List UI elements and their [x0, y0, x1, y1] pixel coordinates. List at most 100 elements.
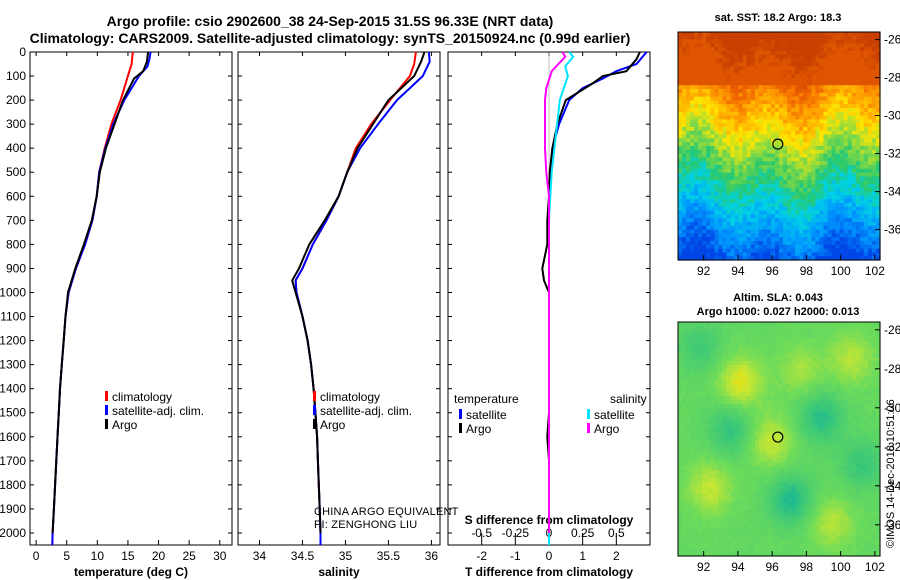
argo-float-marker [772, 431, 784, 443]
top-x-tick-label: 0.5 [608, 526, 625, 540]
top-x-tick-label: 0.25 [571, 526, 595, 540]
depth-tick-label: 1300 [0, 358, 26, 372]
map-y-tick-label: -30 [884, 109, 900, 123]
depth-tick-label: 1200 [0, 334, 26, 348]
map-y-tick-label: -34 [884, 479, 900, 493]
depth-tick-label: 900 [6, 261, 26, 275]
map-x-tick-label: 96 [765, 264, 779, 278]
x-tick-label: 0 [33, 549, 40, 563]
depth-tick-label: 1400 [0, 382, 26, 396]
x-tick-label: 36 [425, 549, 439, 563]
sla-map-frame [677, 321, 881, 557]
x-axis-label: T difference from climatology [465, 565, 633, 579]
depth-tick-label: 800 [6, 237, 26, 251]
legend-swatch [105, 391, 108, 401]
x-tick-label: 15 [121, 549, 135, 563]
map-y-tick-label: -34 [884, 185, 900, 199]
top-x-tick-label: -0.5 [471, 526, 492, 540]
depth-tick-label: 1800 [0, 478, 26, 492]
map-y-tick-label: -28 [884, 362, 900, 376]
x-tick-label: 34 [253, 549, 267, 563]
map-x-tick-label: 100 [831, 264, 851, 278]
depth-tick-label: 300 [6, 117, 26, 131]
argo-float-marker [772, 138, 784, 150]
series-line-temperature-satellite [548, 51, 648, 545]
credit-line-2: PI: ZENGHONG LIU [314, 519, 418, 531]
x-tick-label: 25 [182, 549, 196, 563]
legend-swatch [587, 423, 590, 433]
map-x-tick-label: 94 [731, 264, 745, 278]
sla-map-subtitle: Argo h1000: 0.027 h2000: 0.013 [696, 306, 860, 318]
depth-tick-label: 1900 [0, 502, 26, 516]
legend-swatch [313, 405, 316, 415]
map-y-tick-label: -36 [884, 518, 900, 532]
x-tick-label: -2 [476, 549, 487, 563]
x-tick-label: 10 [91, 549, 105, 563]
legend-entry: climatology [320, 390, 380, 404]
map-y-tick-label: -32 [884, 440, 900, 454]
depth-tick-label: 1000 [0, 285, 26, 299]
map-x-tick-label: 98 [800, 560, 814, 574]
legend-swatch [105, 419, 108, 429]
series-line-climatology [51, 51, 134, 546]
series-line-salinity-satellite [548, 51, 575, 545]
depth-tick-label: 1700 [0, 454, 26, 468]
map-y-tick-label: -30 [884, 401, 900, 415]
map-x-tick-label: 94 [731, 560, 745, 574]
series-line-salinity-argo [544, 51, 567, 533]
legend-entry: satellite-adj. clim. [320, 404, 412, 418]
legend-entry: Argo [466, 422, 492, 436]
map-x-tick-label: 102 [865, 264, 885, 278]
depth-tick-label: 1500 [0, 406, 26, 420]
series-line-argo [51, 51, 150, 534]
panel-frame-0 [29, 51, 233, 546]
legend-swatch [587, 409, 590, 419]
depth-tick-label: 200 [6, 93, 26, 107]
x-axis-label: temperature (deg C) [74, 565, 188, 579]
x-tick-label: 34.5 [291, 549, 315, 563]
depth-tick-label: 500 [6, 165, 26, 179]
x-tick-label: 0 [546, 549, 553, 563]
legend-entry: climatology [112, 390, 172, 404]
map-y-tick-label: -26 [884, 33, 900, 47]
depth-tick-label: 2000 [0, 526, 26, 540]
figure-title-line-2: Climatology: CARS2009. Satellite-adjuste… [29, 30, 631, 46]
legend-heading-salinity: salinity [610, 392, 647, 406]
legend-swatch [459, 409, 462, 419]
x-tick-label: 5 [63, 549, 70, 563]
depth-tick-label: 700 [6, 213, 26, 227]
x-tick-label: 1 [579, 549, 586, 563]
figure-title-line-1: Argo profile: csio 2902600_38 24-Sep-201… [106, 13, 554, 29]
map-y-tick-label: -36 [884, 223, 900, 237]
legend-swatch [313, 391, 316, 401]
legend-entry: satellite [594, 408, 635, 422]
top-x-tick-label: -0.25 [502, 526, 530, 540]
legend-entry: satellite [466, 408, 507, 422]
legend-entry: Argo [320, 418, 346, 432]
map-x-tick-label: 98 [800, 264, 814, 278]
map-x-tick-label: 96 [765, 560, 779, 574]
map-x-tick-label: 100 [831, 560, 851, 574]
sla-map-field [678, 322, 881, 557]
depth-tick-label: 0 [19, 45, 26, 59]
depth-tick-label: 600 [6, 189, 26, 203]
map-y-tick-label: -32 [884, 147, 900, 161]
legend-entry: Argo [594, 422, 620, 436]
depth-tick-label: 100 [6, 69, 26, 83]
legend-entry: Argo [112, 418, 138, 432]
x-tick-label: 20 [152, 549, 166, 563]
map-x-tick-label: 92 [697, 264, 711, 278]
map-y-tick-label: -28 [884, 71, 900, 85]
legend-entry: satellite-adj. clim. [112, 404, 204, 418]
map-x-tick-label: 92 [697, 560, 711, 574]
map-x-tick-label: 102 [865, 560, 885, 574]
x-axis-label: salinity [318, 565, 360, 579]
x-tick-label: 35.5 [377, 549, 401, 563]
depth-tick-label: 1600 [0, 430, 26, 444]
sst-map-field [678, 32, 881, 261]
x-tick-label: 30 [213, 549, 227, 563]
legend-swatch [105, 405, 108, 415]
depth-tick-label: 400 [6, 141, 26, 155]
credit-line-1: CHINA ARGO EQUIVALENT [314, 506, 459, 518]
